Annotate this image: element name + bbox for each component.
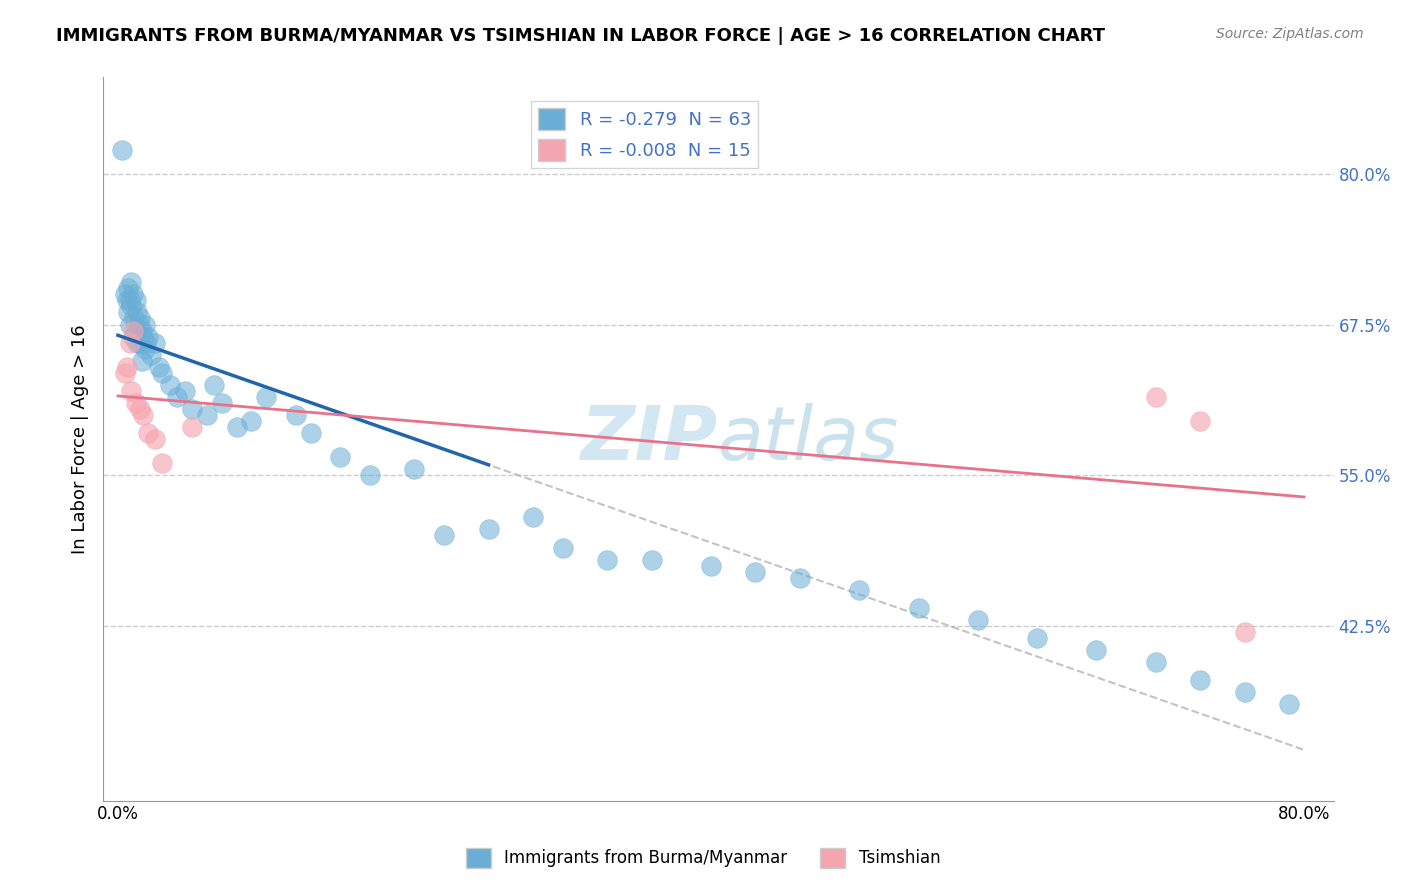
Point — [148, 359, 170, 374]
Text: atlas: atlas — [718, 403, 900, 475]
Point — [211, 396, 233, 410]
Point — [1189, 673, 1212, 687]
Point — [225, 420, 247, 434]
Point — [118, 335, 141, 350]
Point — [173, 384, 195, 398]
Point — [114, 366, 136, 380]
Point — [522, 510, 544, 524]
Point — [111, 143, 134, 157]
Point — [404, 462, 426, 476]
Point — [1233, 624, 1256, 639]
Point — [118, 293, 141, 308]
Point — [127, 305, 149, 319]
Point — [1189, 414, 1212, 428]
Point — [122, 311, 145, 326]
Legend: R = -0.279  N = 63, R = -0.008  N = 15: R = -0.279 N = 63, R = -0.008 N = 15 — [531, 101, 758, 169]
Point — [132, 329, 155, 343]
Point — [125, 293, 148, 308]
Point — [284, 408, 307, 422]
Point — [120, 384, 142, 398]
Point — [329, 450, 352, 464]
Point — [700, 558, 723, 573]
Point — [117, 305, 139, 319]
Point — [966, 613, 988, 627]
Point — [744, 565, 766, 579]
Point — [254, 390, 277, 404]
Point — [789, 571, 811, 585]
Point — [551, 541, 574, 555]
Point — [114, 287, 136, 301]
Point — [181, 401, 204, 416]
Point — [299, 425, 322, 440]
Point — [120, 300, 142, 314]
Point — [134, 318, 156, 332]
Point — [195, 408, 218, 422]
Point — [132, 408, 155, 422]
Point — [166, 390, 188, 404]
Point — [125, 324, 148, 338]
Point — [136, 329, 159, 343]
Point — [129, 401, 152, 416]
Point — [1085, 643, 1108, 657]
Point — [120, 276, 142, 290]
Point — [143, 335, 166, 350]
Point — [115, 359, 138, 374]
Point — [131, 353, 153, 368]
Y-axis label: In Labor Force | Age > 16: In Labor Force | Age > 16 — [72, 324, 89, 554]
Point — [640, 552, 662, 566]
Point — [159, 377, 181, 392]
Point — [129, 311, 152, 326]
Point — [121, 324, 143, 338]
Point — [117, 281, 139, 295]
Point — [1026, 631, 1049, 645]
Point — [1144, 390, 1167, 404]
Point — [152, 366, 174, 380]
Point — [118, 318, 141, 332]
Point — [121, 329, 143, 343]
Point — [907, 600, 929, 615]
Text: IMMIGRANTS FROM BURMA/MYANMAR VS TSIMSHIAN IN LABOR FORCE | AGE > 16 CORRELATION: IMMIGRANTS FROM BURMA/MYANMAR VS TSIMSHI… — [56, 27, 1105, 45]
Point — [478, 523, 501, 537]
Point — [1233, 685, 1256, 699]
Point — [136, 425, 159, 440]
Point — [240, 414, 263, 428]
Point — [1144, 655, 1167, 669]
Point — [134, 342, 156, 356]
Point — [129, 335, 152, 350]
Point — [202, 377, 225, 392]
Point — [596, 552, 619, 566]
Point — [152, 456, 174, 470]
Text: ZIP: ZIP — [581, 402, 718, 475]
Point — [1278, 697, 1301, 711]
Point — [139, 348, 162, 362]
Point — [127, 335, 149, 350]
Point — [135, 335, 157, 350]
Point — [181, 420, 204, 434]
Point — [115, 293, 138, 308]
Legend: Immigrants from Burma/Myanmar, Tsimshian: Immigrants from Burma/Myanmar, Tsimshian — [458, 841, 948, 875]
Point — [433, 528, 456, 542]
Point — [848, 582, 870, 597]
Point — [143, 432, 166, 446]
Point — [359, 468, 381, 483]
Point — [125, 396, 148, 410]
Point — [128, 318, 150, 332]
Point — [121, 287, 143, 301]
Point — [131, 324, 153, 338]
Text: Source: ZipAtlas.com: Source: ZipAtlas.com — [1216, 27, 1364, 41]
